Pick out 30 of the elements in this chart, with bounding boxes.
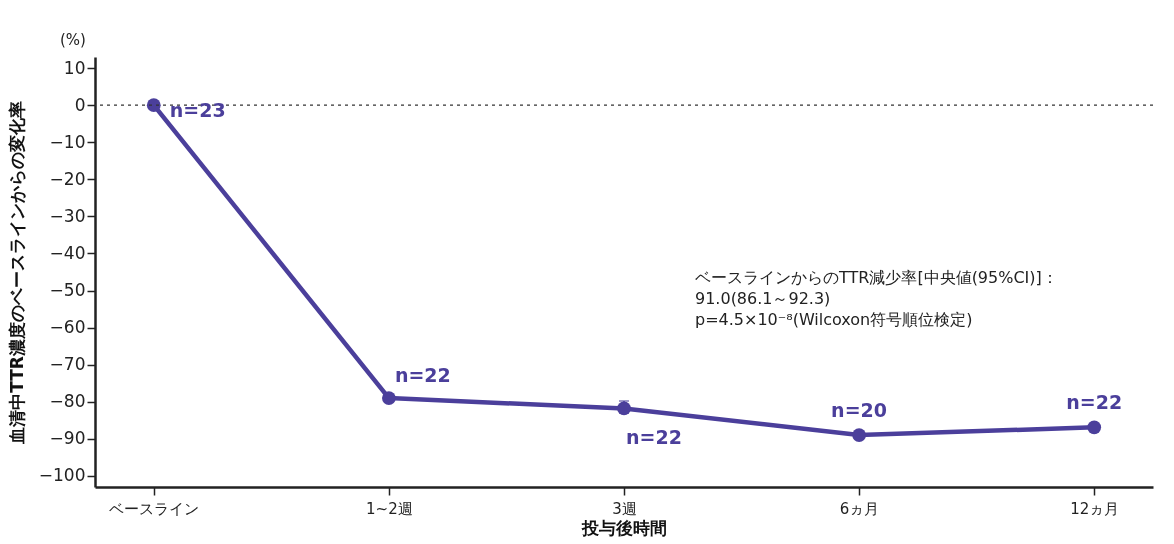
point [852, 428, 866, 442]
y-tick-label: −10 [49, 131, 86, 152]
y-tick-label: −50 [49, 280, 86, 301]
y-tick-label: −100 [38, 465, 86, 486]
annotation: n=22 [1066, 391, 1123, 414]
y-axis-title: 血清中TTR濃度のベースラインからの変化率 [6, 101, 27, 445]
y-tick-label: −40 [49, 242, 86, 263]
point [1087, 420, 1102, 435]
annotation: n=22 [394, 364, 451, 387]
annotation: ベースラインからのTTR減少率[中央値(95%CI)]： 91.0(86.1～92.3) p=4.5×10⁻⁸(Wilcoxon符号順位検定) [695, 268, 1058, 329]
y-tick-label: −70 [49, 354, 86, 375]
text: (%) [60, 31, 86, 49]
y-tick-label: −80 [49, 391, 86, 412]
x-tick-label: 12ヵ月 [1070, 499, 1120, 518]
y-tick-label: −30 [49, 205, 86, 226]
y-tick-label: 0 [74, 94, 86, 115]
x-tick-label: 3週 [612, 499, 637, 518]
x-axis-title: 投与後時間 [581, 517, 667, 538]
x-tick-label: 6ヵ月 [839, 499, 880, 518]
x-tick-label: 1~2週 [366, 499, 413, 518]
point [146, 98, 161, 113]
y-tick-label: −20 [49, 168, 86, 189]
x-tick-label: ベースライン [109, 499, 200, 518]
y-tick-label: 10 [63, 57, 86, 78]
y-tick-label: −60 [49, 317, 86, 338]
annotation: n=22 [626, 426, 682, 449]
annotation: n=20 [831, 399, 887, 422]
annotation: n=23 [169, 99, 226, 122]
y-tick-label: −90 [49, 428, 86, 449]
point [382, 391, 396, 405]
